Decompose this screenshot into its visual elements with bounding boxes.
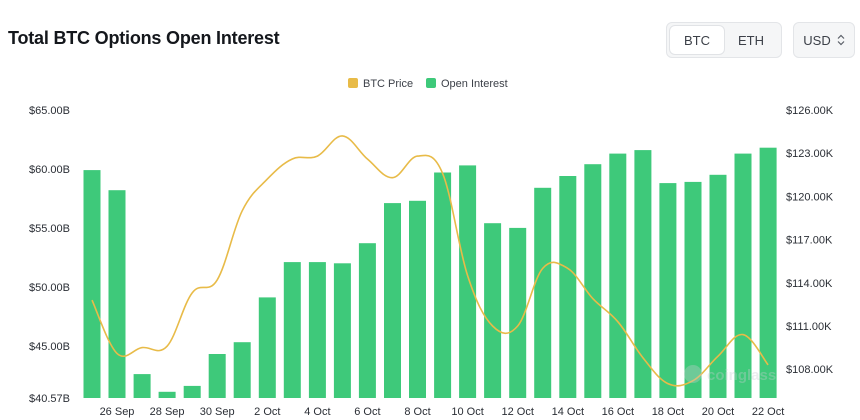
legend-item-open-interest[interactable]: Open Interest [426,78,508,90]
oi-bar[interactable] [609,153,627,398]
oi-bar[interactable] [358,243,376,398]
oi-bar[interactable] [759,147,777,398]
asset-toggle: BTC ETH [666,22,782,58]
oi-bar[interactable] [133,374,151,398]
oi-bar[interactable] [734,153,752,398]
currency-select[interactable]: USD [793,22,855,58]
oi-bar[interactable] [709,174,727,398]
x-tick-label: 6 Oct [354,406,380,418]
btc-price-line[interactable] [91,135,769,387]
y-left-tick-label: $45.00B [29,341,70,353]
oi-bar[interactable] [684,181,702,398]
x-tick-label: 30 Sep [200,406,235,418]
legend-label-btc-price: BTC Price [363,78,413,90]
legend-swatch-btc-price [348,78,358,88]
y-right-tick-label: $120.00K [786,191,834,203]
oi-bar[interactable] [384,203,401,398]
oi-bar[interactable] [659,183,677,398]
chevron-updown-icon [837,34,845,46]
oi-bar[interactable] [534,187,552,398]
y-left-tick-label: $40.57B [29,393,70,405]
x-tick-label: 26 Sep [100,406,135,418]
x-tick-label: 8 Oct [404,406,430,418]
page-title: Total BTC Options Open Interest [8,28,280,48]
bars [83,147,777,399]
watermark-logo-icon [684,365,702,383]
oi-bar[interactable] [308,262,326,398]
x-tick-label: 18 Oct [652,406,684,418]
currency-value: USD [803,32,831,48]
y-right-tick-label: $123.00K [786,148,834,160]
oi-bar[interactable] [559,176,577,398]
oi-bar[interactable] [208,354,226,398]
legend: BTC Price Open Interest [348,78,508,90]
legend-item-btc-price[interactable]: BTC Price [348,78,413,90]
watermark-text: coinglass [707,367,776,384]
oi-bar[interactable] [183,385,201,398]
oi-bar[interactable] [258,297,276,398]
x-tick-label: 16 Oct [602,406,634,418]
y-right-tick-label: $108.00K [786,364,834,376]
oi-bar[interactable] [108,190,126,398]
oi-bar[interactable] [509,227,527,398]
oi-bar[interactable] [283,262,301,398]
oi-bar[interactable] [409,200,426,398]
oi-bar[interactable] [83,170,101,398]
oi-bar[interactable] [434,172,452,399]
y-left-tick-label: $50.00B [29,282,70,294]
oi-bar[interactable] [634,150,652,398]
x-tick-label: 22 Oct [752,406,784,418]
oi-bar[interactable] [459,165,477,398]
y-right-tick-label: $114.00K [786,278,833,290]
x-tick-label: 4 Oct [304,406,330,418]
tab-btc[interactable]: BTC [670,26,724,54]
x-tick-label: 20 Oct [702,406,734,418]
y-axis-right: $126.00K $123.00K $120.00K $117.00K $114.00K… [786,105,834,376]
oi-bar[interactable] [584,164,602,398]
x-tick-label: 28 Sep [150,406,185,418]
price-line-layer [91,135,769,387]
x-tick-label: 14 Oct [552,406,584,418]
x-tick-label: 2 Oct [254,406,280,418]
y-left-tick-label: $55.00B [29,223,70,235]
x-axis: 26 Sep 28 Sep 30 Sep 2 Oct 4 Oct 6 Oct 8 Oct 10… [100,406,785,418]
y-left-tick-label: $60.00B [29,164,70,176]
oi-bar[interactable] [158,391,176,398]
x-tick-label: 10 Oct [451,406,483,418]
y-axis-left: $65.00B $60.00B $55.00B $50.00B $45.00B $40.5… [29,105,70,405]
y-right-tick-label: $111.00K [786,321,832,333]
y-left-tick-label: $65.00B [29,105,70,117]
legend-label-open-interest: Open Interest [441,78,508,90]
y-right-tick-label: $126.00K [786,105,834,117]
oi-bar[interactable] [484,223,502,398]
x-tick-label: 12 Oct [501,406,533,418]
watermark: coinglass [684,365,776,384]
tab-eth[interactable]: ETH [738,32,764,48]
legend-swatch-open-interest [426,78,436,88]
oi-bar[interactable] [233,342,251,398]
oi-bar[interactable] [333,263,351,398]
y-right-tick-label: $117.00K [786,235,833,247]
